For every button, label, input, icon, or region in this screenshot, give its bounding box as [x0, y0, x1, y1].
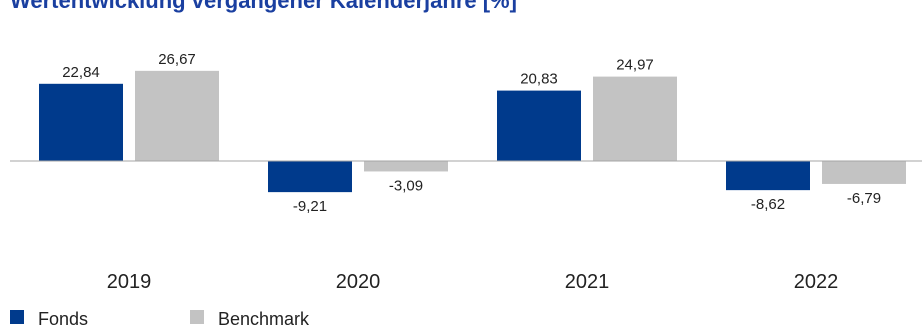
bar-benchmark-2019 [135, 70, 219, 161]
data-label-fonds-2022: -8,62 [751, 196, 785, 213]
data-label-fonds-2020: -9,21 [293, 198, 327, 215]
legend-label-benchmark: Benchmark [218, 309, 310, 327]
value-labels: 22,84 26,67 -9,21 -3,09 20,83 24,97 -8,62 -6,79 [62, 51, 881, 215]
bar-benchmark-2022 [822, 161, 906, 184]
bar-benchmark-2021 [593, 76, 677, 161]
chart-title: Wertentwicklung vergangener Kalenderjahr… [10, 0, 517, 13]
data-label-benchmark-2020: -3,09 [389, 177, 423, 194]
bars [39, 70, 906, 193]
category-label-2020: 2020 [336, 271, 381, 293]
legend: Fonds Benchmark [10, 309, 310, 327]
bar-fonds-2022 [726, 161, 810, 191]
data-label-benchmark-2022: -6,79 [847, 190, 881, 207]
bar-fonds-2020 [268, 161, 352, 193]
data-label-fonds-2021: 20,83 [520, 71, 558, 88]
legend-swatch-benchmark [190, 310, 204, 324]
data-label-benchmark-2021: 24,97 [616, 57, 654, 74]
bar-fonds-2019 [39, 83, 123, 161]
bar-fonds-2021 [497, 90, 581, 161]
data-label-benchmark-2019: 26,67 [158, 51, 196, 68]
category-label-2019: 2019 [107, 271, 152, 293]
category-label-2022: 2022 [794, 271, 839, 293]
bar-benchmark-2020 [364, 161, 448, 172]
legend-label-fonds: Fonds [38, 309, 88, 327]
legend-swatch-fonds [10, 310, 24, 324]
category-label-2021: 2021 [565, 271, 610, 293]
category-labels: 2019 2020 2021 2022 [107, 271, 839, 293]
data-label-fonds-2019: 22,84 [62, 64, 100, 81]
